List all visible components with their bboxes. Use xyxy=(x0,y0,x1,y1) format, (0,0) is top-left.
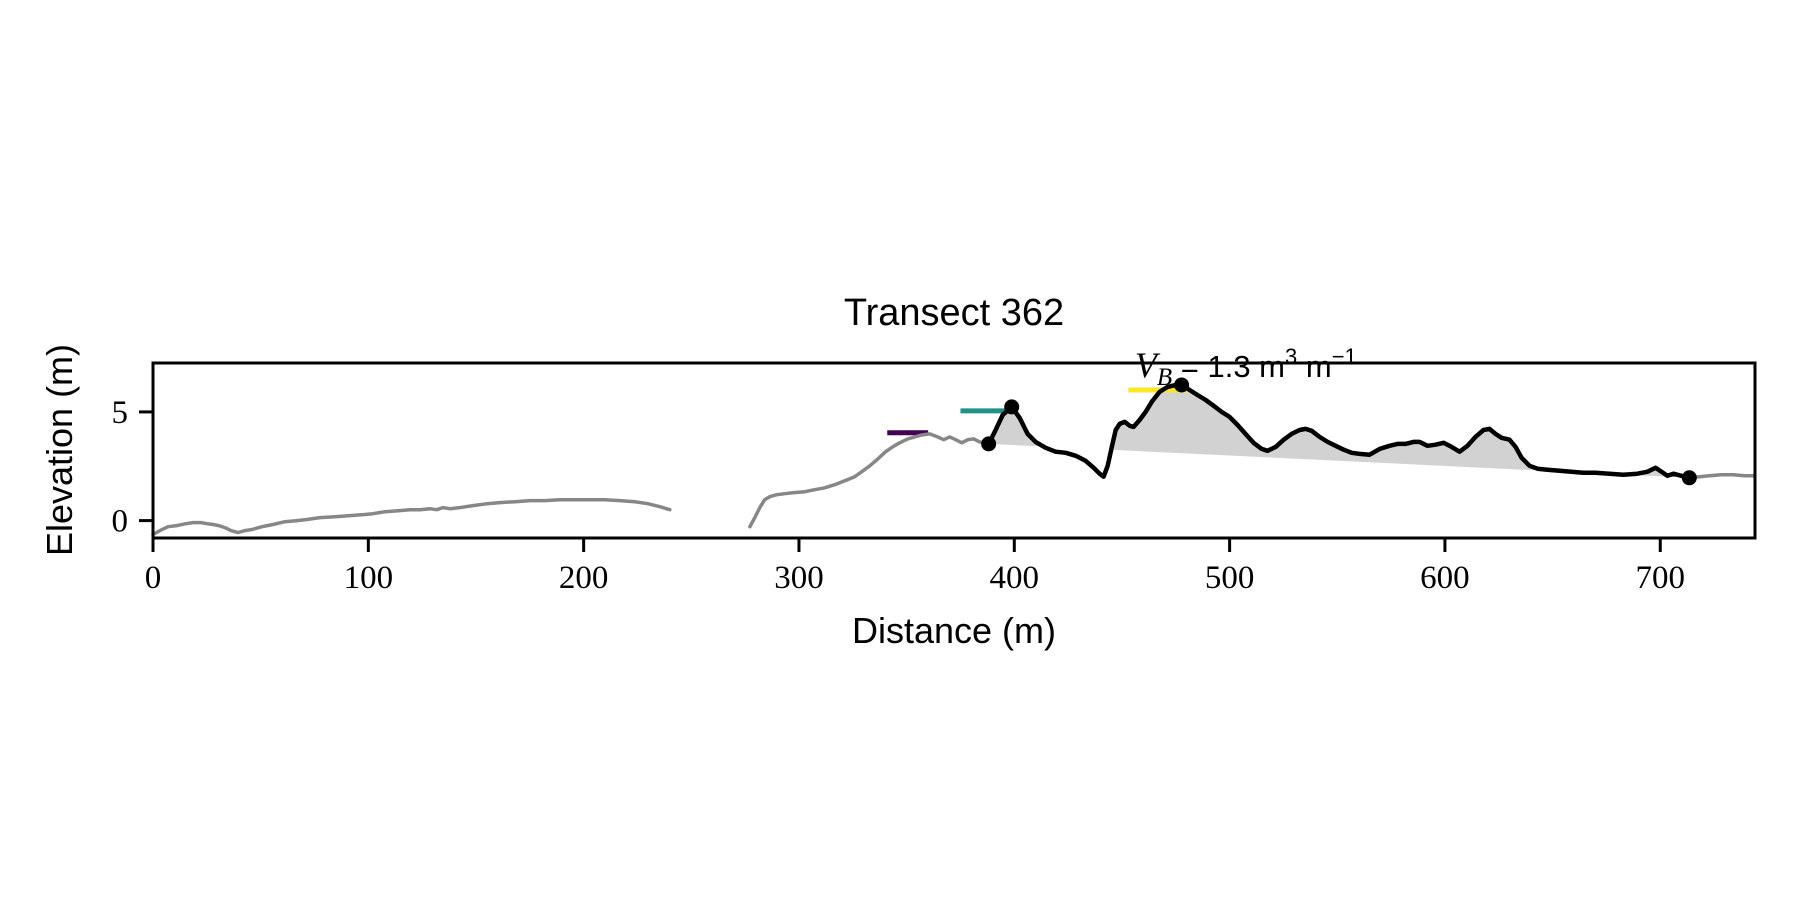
x-tick-label: 200 xyxy=(559,560,609,596)
x-tick-label: 600 xyxy=(1420,560,1470,596)
profile-point-dot xyxy=(981,436,997,452)
y-tick-label: 5 xyxy=(112,395,129,431)
y-tick-label: 0 xyxy=(112,504,129,540)
x-tick-label: 0 xyxy=(145,560,162,596)
x-tick-label: 100 xyxy=(344,560,394,596)
berm-segment-line xyxy=(986,382,1692,481)
x-tick-label: 500 xyxy=(1205,560,1255,596)
full-profile-east-line xyxy=(1687,472,1757,480)
x-tick-label: 300 xyxy=(774,560,824,596)
berm-volume-annotation: VB = 1.3 m3 m−1 xyxy=(1135,344,1357,391)
x-tick-label: 400 xyxy=(990,560,1040,596)
berm-volume-fill xyxy=(1111,385,1581,473)
profile-point-dot xyxy=(1174,377,1190,393)
full-profile-west-line xyxy=(151,497,672,537)
x-axis-label: Distance (m) xyxy=(851,610,1057,651)
chart-title: Transect 362 xyxy=(843,292,1065,334)
axes-spines xyxy=(151,361,1757,540)
profile-point-dot xyxy=(1681,470,1697,486)
profile-point-dot xyxy=(1004,399,1020,415)
full-profile-mid-line xyxy=(748,432,991,529)
x-tick-label: 700 xyxy=(1636,560,1686,596)
